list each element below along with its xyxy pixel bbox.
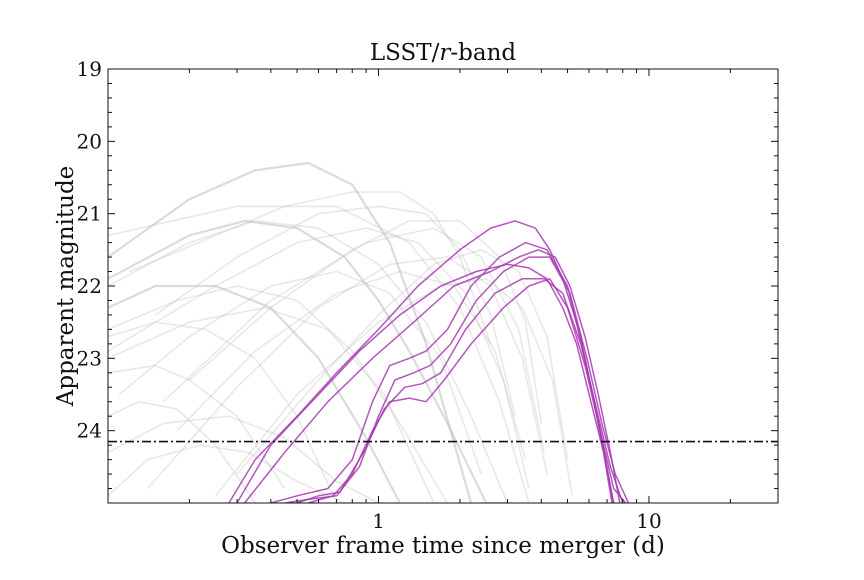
background-lightcurve bbox=[108, 220, 509, 503]
background-lightcurve bbox=[108, 400, 256, 503]
background-lightcurve bbox=[108, 205, 530, 503]
y-tick-label: 20 bbox=[77, 129, 102, 153]
highlighted-lightcurves bbox=[228, 220, 630, 503]
background-lightcurve bbox=[236, 249, 569, 475]
highlighted-lightcurve bbox=[307, 278, 615, 503]
background-lightcurve bbox=[108, 227, 530, 489]
highlighted-lightcurve bbox=[244, 249, 621, 503]
y-tick-label: 19 bbox=[77, 57, 102, 81]
background-lightcurve bbox=[108, 284, 401, 503]
x-axis-ticks: 1 10 bbox=[107, 69, 779, 533]
background-lightcurve bbox=[118, 270, 483, 475]
y-tick-label: 21 bbox=[77, 202, 102, 226]
y-tick-label: 24 bbox=[77, 419, 102, 443]
background-lightcurve bbox=[162, 227, 545, 453]
highlighted-lightcurve bbox=[236, 263, 615, 503]
background-lightcurve bbox=[146, 256, 548, 490]
highlighted-lightcurve bbox=[284, 256, 630, 503]
background-lightcurve bbox=[176, 270, 527, 460]
chart-title: LSST/r-band bbox=[370, 40, 517, 66]
x-tick-label: 10 bbox=[636, 509, 661, 533]
background-lightcurve bbox=[129, 191, 492, 345]
background-lightcurves bbox=[108, 161, 573, 503]
y-tick-label: 23 bbox=[77, 346, 102, 370]
highlighted-lightcurve bbox=[270, 241, 627, 503]
background-lightcurve bbox=[108, 219, 508, 503]
background-lightcurve bbox=[108, 306, 435, 503]
y-axis-label: Apparent magnitude bbox=[53, 166, 79, 408]
x-axis-label: Observer frame time since merger (d) bbox=[221, 533, 665, 559]
background-lightcurve bbox=[188, 220, 543, 424]
background-lightcurve bbox=[108, 444, 385, 503]
background-lightcurve bbox=[108, 364, 286, 489]
y-tick-label: 22 bbox=[77, 274, 102, 298]
y-axis-ticks: 19 20 21 22 23 24 bbox=[77, 57, 778, 504]
x-tick-label: 1 bbox=[372, 509, 385, 533]
background-lightcurve bbox=[108, 285, 449, 503]
background-lightcurve bbox=[214, 278, 573, 497]
background-lightcurve bbox=[108, 161, 473, 503]
